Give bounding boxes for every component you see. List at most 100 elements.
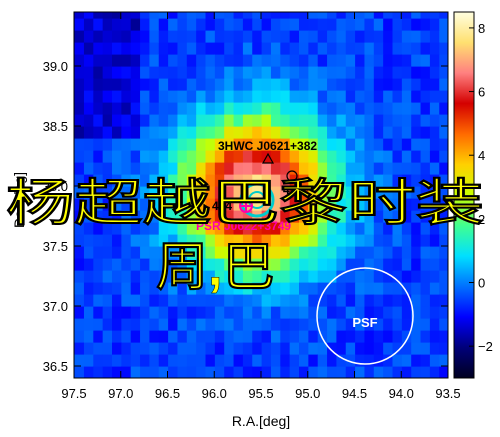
heatmap-cell (204, 18, 215, 31)
heatmap-cell (270, 294, 281, 307)
heatmap-cell (74, 90, 84, 103)
heatmap-cell (298, 282, 309, 295)
heatmap-cell (363, 282, 374, 295)
heatmap-cell (111, 342, 122, 355)
heatmap-cell (326, 210, 337, 223)
heatmap-cell (176, 366, 187, 378)
heatmap-cell (363, 258, 374, 271)
heatmap-cell (391, 42, 402, 55)
heatmap-cell (279, 366, 290, 378)
heatmap-cell (223, 234, 234, 247)
heatmap-cell (92, 234, 103, 247)
heatmap-cell (92, 102, 103, 115)
heatmap-cell (92, 126, 103, 139)
heatmap-cell (261, 342, 271, 355)
heatmap-cell (74, 282, 84, 295)
heatmap-cell (429, 54, 440, 67)
heatmap-cell (270, 198, 281, 211)
heatmap-cell (326, 126, 337, 139)
heatmap-cell (307, 222, 318, 235)
heatmap-cell (167, 342, 178, 355)
heatmap-cell (223, 342, 234, 355)
heatmap-cell (167, 114, 178, 127)
heatmap-cell (242, 150, 253, 163)
heatmap-cell (419, 198, 430, 211)
heatmap-cell (391, 366, 402, 378)
heatmap-cell (261, 294, 271, 307)
heatmap-cell (186, 102, 197, 115)
heatmap-cell (279, 18, 290, 31)
heatmap-cell (335, 282, 346, 295)
heatmap-cell (279, 198, 290, 211)
heatmap-cell (167, 198, 178, 211)
heatmap-cell (317, 66, 328, 79)
heatmap-cell (410, 18, 421, 31)
heatmap-cell (279, 246, 290, 259)
heatmap-cell (139, 126, 150, 139)
heatmap-cell (391, 114, 402, 127)
psr-label: PSR J0622+3749 (196, 219, 291, 233)
heatmap-cell (195, 138, 206, 151)
heatmap-cell (111, 102, 122, 115)
heatmap-cell (429, 330, 440, 343)
heatmap-cell (92, 246, 103, 259)
heatmap-cell (298, 138, 309, 151)
heatmap-cell (429, 90, 440, 103)
heatmap-cell (139, 210, 150, 223)
heatmap-cell (279, 234, 290, 247)
heatmap-cell (83, 114, 94, 127)
heatmap-cell (317, 78, 328, 91)
heatmap-cell (232, 126, 243, 139)
heatmap-cell (307, 366, 318, 378)
heatmap-cell (279, 354, 290, 367)
heatmap-cell (120, 282, 131, 295)
heatmap-cell (195, 162, 206, 175)
heatmap-cell (317, 282, 328, 295)
heatmap-cell (429, 282, 440, 295)
heatmap-cell (74, 294, 84, 307)
heatmap-cell (158, 114, 169, 127)
heatmap-cell (270, 150, 281, 163)
heatmap-cell (289, 294, 299, 307)
heatmap-cell (176, 354, 187, 367)
heatmap-cell (438, 90, 448, 103)
heatmap-cell (74, 138, 84, 151)
heatmap-cell (429, 306, 440, 319)
heatmap-cell (102, 318, 112, 331)
heatmap-cell (261, 90, 271, 103)
heatmap-cell (120, 306, 131, 319)
heatmap-cell (167, 318, 178, 331)
heatmap-cell (410, 114, 421, 127)
heatmap-cell (279, 54, 290, 67)
heatmap-cell (261, 354, 271, 367)
heatmap-cell (139, 282, 150, 295)
heatmap-cell (363, 294, 374, 307)
heatmap-cell (74, 330, 84, 343)
heatmap-cell (158, 78, 169, 91)
heatmap-cell (438, 282, 448, 295)
heatmap-cell (270, 114, 281, 127)
heatmap-cell (382, 330, 393, 343)
heatmap-cell (289, 66, 299, 79)
heatmap-cell (74, 198, 84, 211)
heatmap-cell (195, 306, 206, 319)
heatmap-cell (345, 270, 356, 283)
x-tick-label: 95.0 (295, 386, 320, 401)
heatmap-cell (158, 246, 169, 259)
heatmap-cell (345, 12, 356, 19)
heatmap-cell (232, 342, 243, 355)
heatmap-cell (186, 294, 197, 307)
heatmap-cell (298, 90, 309, 103)
heatmap-cell (335, 162, 346, 175)
heatmap-cell (410, 138, 421, 151)
heatmap-cell (74, 318, 84, 331)
heatmap-cell (382, 246, 393, 259)
heatmap-cell (373, 18, 384, 31)
heatmap-cell (419, 354, 430, 367)
heatmap-cell (354, 366, 365, 378)
heatmap-cell (289, 138, 299, 151)
heatmap-cell (130, 66, 141, 79)
heatmap-cell (176, 162, 187, 175)
heatmap-cell (204, 294, 215, 307)
heatmap-cell (335, 174, 346, 187)
